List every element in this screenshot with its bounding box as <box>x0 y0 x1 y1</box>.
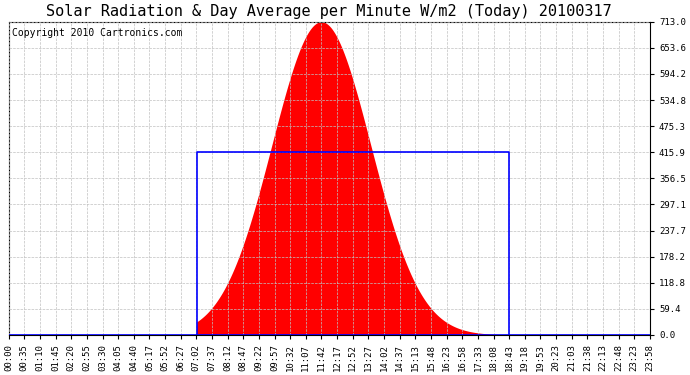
Text: Copyright 2010 Cartronics.com: Copyright 2010 Cartronics.com <box>12 28 182 38</box>
Title: Solar Radiation & Day Average per Minute W/m2 (Today) 20100317: Solar Radiation & Day Average per Minute… <box>46 4 612 19</box>
